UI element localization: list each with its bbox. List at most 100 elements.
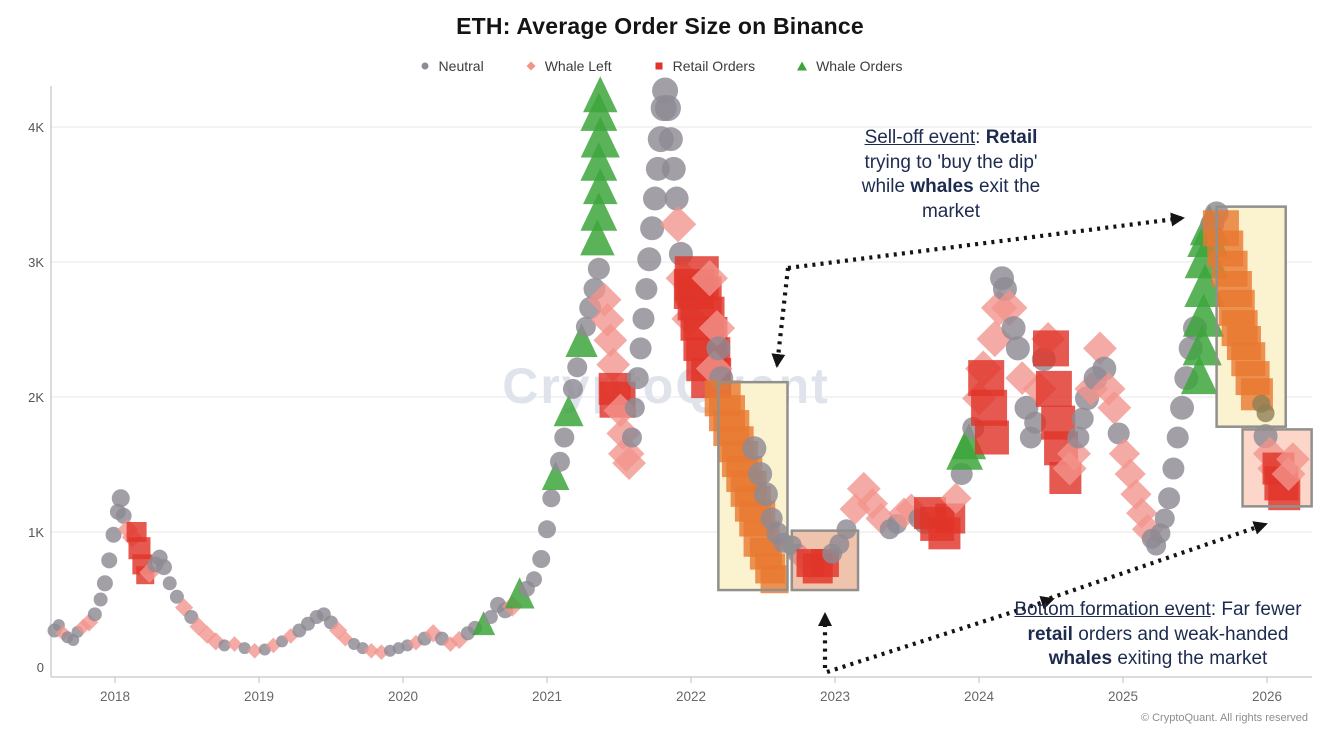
point-n [1001,316,1026,341]
dotted-arrow-5 [1041,521,1268,603]
point-w [175,598,194,617]
point-w [198,625,217,644]
point-n [562,378,583,399]
x-tick-label-2021: 2021 [532,689,562,704]
point-n [637,247,662,272]
point-n [542,489,561,508]
point-n [664,186,689,211]
point-w [593,323,628,358]
point-w [265,637,282,654]
point-w [1126,497,1158,529]
point-n [632,307,655,330]
point-n [1005,336,1030,361]
point-g [1182,324,1222,366]
legend-label: Whale Left [544,58,612,74]
copyright-text: © CryptoQuant. All rights reserved [1140,712,1308,724]
point-n [567,357,588,378]
circle-marker-icon [421,62,429,70]
point-w [1271,457,1306,491]
point-w [329,621,348,640]
x-tick-label-2019: 2019 [244,689,274,704]
point-w [612,446,646,481]
point-g [553,395,584,427]
highlight-box-border-3 [1215,205,1287,428]
diamond-marker-icon [526,61,536,71]
highlight-box-border-1 [717,380,789,592]
point-n [1067,426,1090,449]
legend: Neutral Whale Left Retail Orders Whale Orde… [0,58,1320,74]
legend-item-whale-orders: Whale Orders [795,58,902,74]
y-tick-label-4K: 4K [28,120,44,135]
triangle-marker-icon [797,61,808,71]
point-n [101,552,118,569]
point-n [169,589,184,604]
point-w [856,488,889,520]
point-n [162,576,177,591]
annotation-bottom-formation-event: Bottom formation event: Far fewer retail … [1014,599,1302,670]
point-n [105,526,122,543]
point-n [1158,487,1181,510]
x-tick-label-2024: 2024 [964,689,995,704]
x-tick-label-2018: 2018 [100,689,130,704]
point-n [1071,407,1094,430]
point-n [624,397,645,418]
annotation-sell-off-event: Sell-off event: Retail trying to 'buy the… [861,127,1041,223]
point-w [246,643,263,659]
point-w [698,309,736,347]
point-n [706,336,731,361]
point-n [629,337,652,360]
point-n [836,519,857,540]
x-tick-label-2023: 2023 [820,689,850,704]
point-w [75,618,92,635]
point-w [79,613,99,632]
point-n [753,482,778,507]
point-g [580,116,620,158]
point-b [1256,404,1275,423]
point-w [1097,390,1132,425]
point-n [184,610,199,625]
point-g [583,168,618,205]
point-w [363,643,380,659]
point-r [1033,330,1069,367]
chart-title: ETH: Average Order Size on Binance [456,13,864,39]
point-n [532,550,551,568]
point-w [139,562,160,583]
point-w [590,303,625,337]
point-o [760,565,789,594]
point-n [742,436,767,461]
point-n [635,278,658,300]
point-n [661,156,686,181]
point-n [1170,395,1195,420]
point-g [1180,355,1218,395]
x-tick-label-2022: 2022 [676,689,706,704]
point-w [206,632,225,651]
point-n [93,592,108,607]
point-w [839,493,871,525]
dotted-arrow-3 [826,596,1055,674]
point-n [640,216,665,241]
y-tick-label-0: 0 [37,660,44,675]
y-tick-label-1K: 1K [28,525,44,540]
square-marker-icon [655,62,663,70]
point-n [1162,457,1185,480]
point-r [974,420,1009,455]
point-w [1131,513,1164,545]
y-tick-label-3K: 3K [28,255,44,270]
point-g [580,219,615,256]
point-g [583,76,618,113]
point-w [587,282,622,317]
point-w [659,206,697,243]
point-n [554,427,575,448]
point-n [587,257,610,280]
point-g [541,461,570,490]
y-tick-label-2K: 2K [28,390,44,405]
legend-label: Neutral [438,58,484,74]
point-g [565,323,598,357]
x-tick-label-2026: 2026 [1252,689,1282,704]
point-n [658,127,683,152]
point-n [1166,426,1189,449]
point-g [580,192,618,231]
point-n [1024,411,1047,434]
